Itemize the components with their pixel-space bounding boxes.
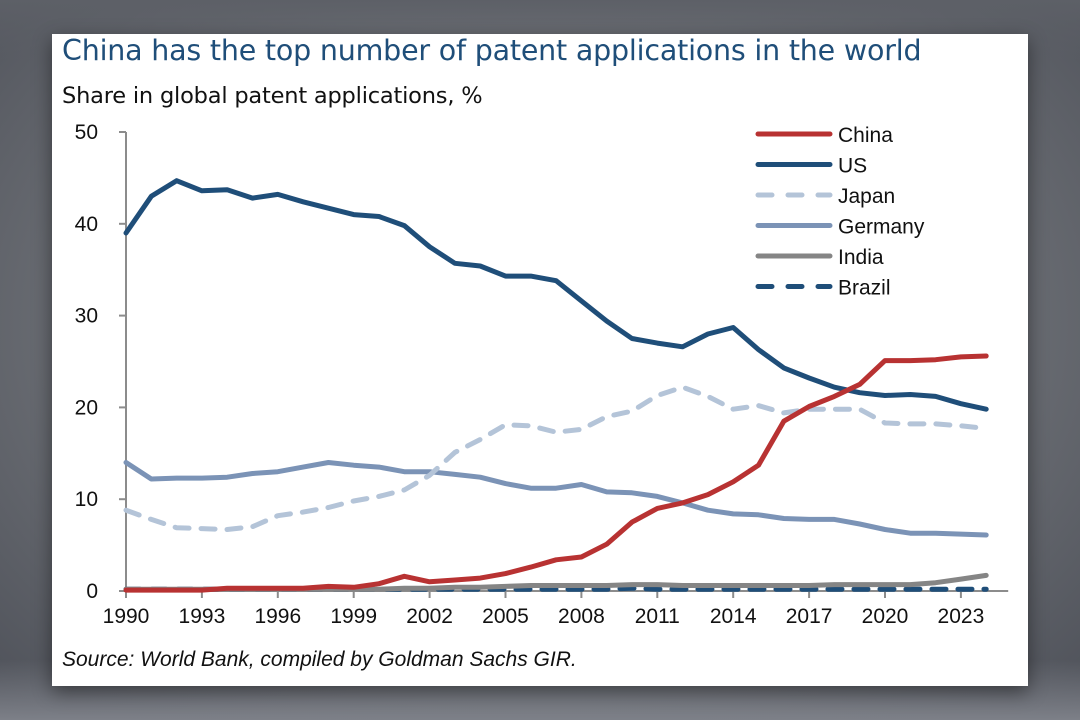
x-tick-label: 2011 [635, 605, 680, 628]
x-tick-label: 1996 [254, 605, 301, 628]
legend-label-us: US [838, 155, 867, 178]
chart-title: China has the top number of patent appli… [62, 34, 922, 67]
series-lines [123, 178, 989, 593]
legend-label-brazil: Brazil [838, 277, 891, 300]
x-tick-label: 2014 [710, 605, 757, 628]
legend-label-japan: Japan [838, 185, 895, 208]
legend-label-india: India [838, 246, 884, 269]
series-line-japan [123, 384, 989, 532]
x-tick-label: 2017 [786, 605, 833, 628]
chart-card [52, 34, 1028, 686]
y-tick-label: 0 [86, 580, 98, 603]
chart-subtitle: Share in global patent applications, % [62, 83, 483, 109]
series-line-us [123, 178, 989, 412]
y-tick-label: 40 [75, 213, 98, 236]
y-tick-label: 10 [75, 488, 98, 511]
legend: China US Japan Germany India Brazil [755, 124, 925, 300]
x-tick-label: 2005 [482, 605, 529, 628]
x-tick-label: 1993 [179, 605, 226, 628]
legend-label-germany: Germany [838, 216, 925, 239]
y-tick-label: 30 [75, 305, 98, 328]
x-tick-label: 1990 [103, 605, 150, 628]
x-tick-label: 2023 [938, 605, 985, 628]
x-tick-label: 1999 [330, 605, 377, 628]
x-tick-label: 2008 [558, 605, 605, 628]
legend-label-china: China [838, 124, 893, 147]
y-tick-label: 50 [75, 121, 98, 144]
series-line-germany [123, 460, 989, 538]
y-tick-label: 20 [75, 396, 98, 419]
x-tick-label: 2020 [862, 605, 909, 628]
x-tick-label: 2002 [406, 605, 453, 628]
series-line-china [123, 353, 989, 593]
source-note: Source: World Bank, compiled by Goldman … [62, 648, 577, 671]
